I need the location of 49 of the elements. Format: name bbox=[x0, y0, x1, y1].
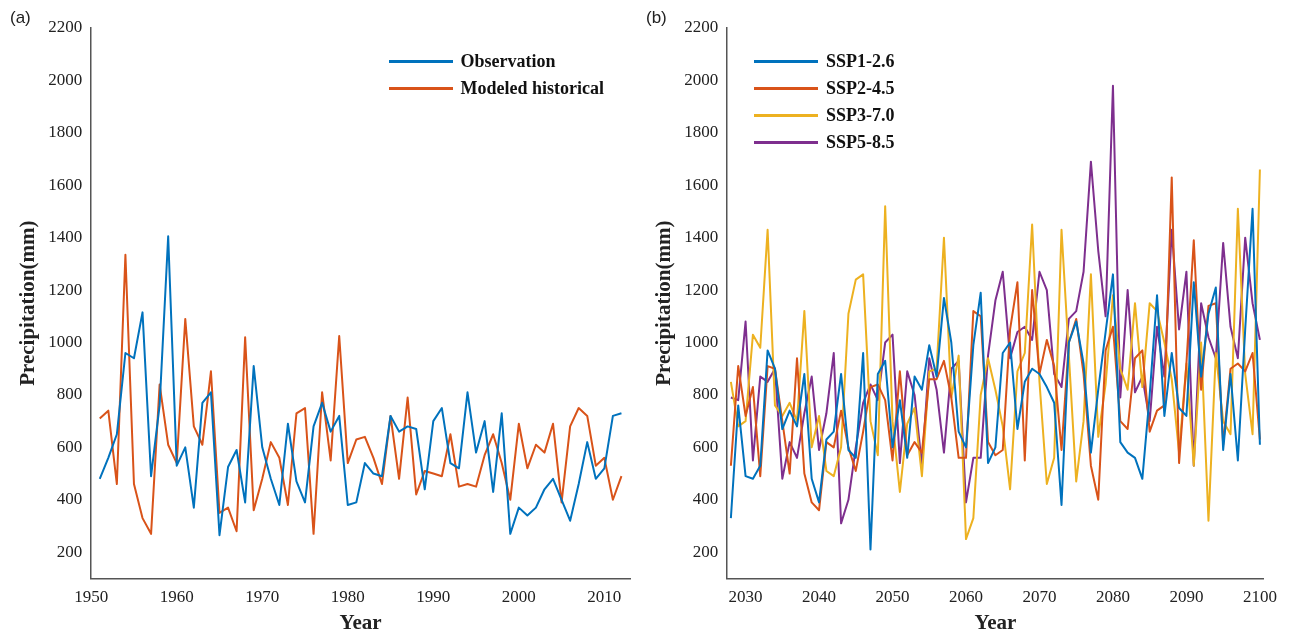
x-tick-label: 1950 bbox=[74, 587, 109, 607]
x-tick-label: 2080 bbox=[1095, 587, 1130, 607]
legend-label: SSP5-8.5 bbox=[826, 132, 895, 153]
y-tick-label: 800 bbox=[56, 384, 83, 404]
y-tick-label: 2000 bbox=[48, 69, 83, 89]
legend-label: Modeled historical bbox=[460, 78, 604, 99]
x-tick-label: 2070 bbox=[1022, 587, 1057, 607]
y-tick-label: 1600 bbox=[48, 174, 83, 194]
legend-label: Observation bbox=[460, 51, 556, 72]
legend-label: SSP2-4.5 bbox=[826, 78, 895, 99]
legend-label: SSP3-7.0 bbox=[826, 105, 895, 126]
y-tick-label: 1000 bbox=[684, 331, 719, 351]
y-tick-label: 1600 bbox=[684, 174, 719, 194]
x-tick-label: 2030 bbox=[728, 587, 763, 607]
x-tick-label: 2060 bbox=[949, 587, 983, 607]
y-tick-label: 1000 bbox=[48, 331, 83, 351]
y-tick-label: 2200 bbox=[48, 17, 83, 37]
x-tick-label: 1960 bbox=[159, 587, 194, 607]
y-tick-label: 1800 bbox=[684, 122, 719, 142]
y-tick-label: 200 bbox=[692, 541, 719, 561]
y-tick-label: 400 bbox=[56, 489, 83, 509]
x-tick-label: 2010 bbox=[587, 587, 622, 607]
chart-title: (b) bbox=[646, 8, 667, 28]
y-axis-title: Precipitation(mm) bbox=[15, 220, 40, 386]
legend-label: SSP1-2.6 bbox=[826, 51, 895, 72]
x-tick-label: 1980 bbox=[330, 587, 365, 607]
x-tick-label: 2050 bbox=[875, 587, 910, 607]
y-tick-label: 400 bbox=[692, 489, 719, 509]
y-axis-title: Precipitation(mm) bbox=[651, 220, 676, 386]
x-tick-label: 1970 bbox=[245, 587, 280, 607]
y-tick-label: 1400 bbox=[684, 227, 719, 247]
x-axis-title: Year bbox=[339, 609, 382, 634]
y-tick-label: 1200 bbox=[48, 279, 83, 299]
y-tick-label: 800 bbox=[692, 384, 719, 404]
x-axis-title: Year bbox=[974, 609, 1017, 634]
chart-title: (a) bbox=[10, 8, 31, 28]
x-tick-label: 2090 bbox=[1169, 587, 1204, 607]
y-tick-label: 1400 bbox=[48, 227, 83, 247]
x-tick-label: 2040 bbox=[802, 587, 837, 607]
x-tick-label: 1990 bbox=[416, 587, 451, 607]
y-tick-label: 200 bbox=[56, 541, 83, 561]
y-tick-label: 2200 bbox=[684, 17, 719, 37]
x-tick-label: 2000 bbox=[501, 587, 536, 607]
y-tick-label: 1200 bbox=[684, 279, 719, 299]
y-tick-label: 1800 bbox=[48, 122, 83, 142]
y-tick-label: 600 bbox=[56, 436, 83, 456]
x-tick-label: 2100 bbox=[1242, 587, 1277, 607]
y-tick-label: 600 bbox=[692, 436, 719, 456]
y-tick-label: 2000 bbox=[684, 69, 719, 89]
